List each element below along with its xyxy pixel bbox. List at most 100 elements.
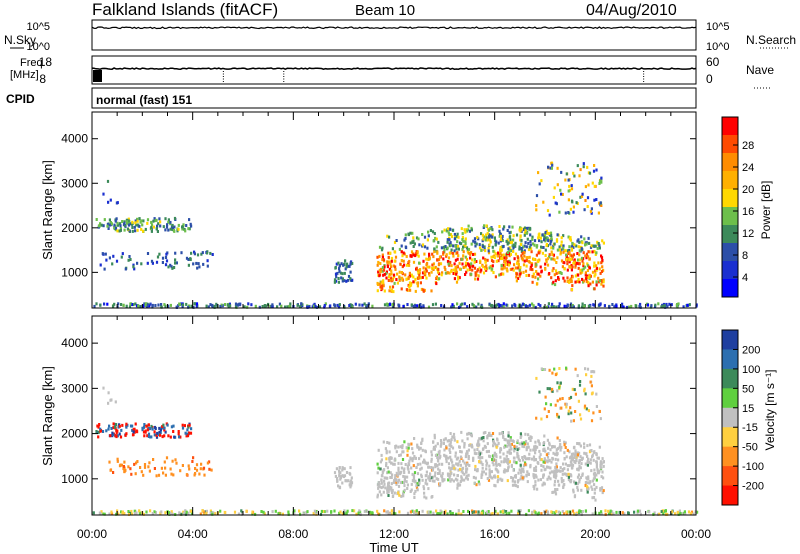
power-cell xyxy=(508,225,511,229)
power-cell xyxy=(558,210,561,214)
velocity-cell xyxy=(434,454,438,457)
velocity-cell xyxy=(488,433,491,437)
power-cell xyxy=(433,232,436,235)
power-cell xyxy=(449,233,453,236)
velocity-cell xyxy=(587,457,590,461)
power-cell xyxy=(124,267,127,271)
velocity-cell xyxy=(585,452,588,456)
power-cell xyxy=(584,243,587,247)
velocity-cell xyxy=(233,510,237,514)
power-cell xyxy=(144,303,147,307)
velocity-cell xyxy=(386,491,389,495)
power-cell xyxy=(588,266,591,270)
power-cell xyxy=(157,303,160,307)
power-cell xyxy=(456,264,459,268)
velocity-cell xyxy=(407,442,410,446)
power-cell xyxy=(160,303,163,306)
power-cell xyxy=(422,288,425,292)
velocity-cell xyxy=(507,434,510,438)
velocity-cell xyxy=(542,460,545,464)
velocity-cell xyxy=(478,512,481,516)
velocity-cell xyxy=(393,462,396,466)
velocity-cell xyxy=(509,445,512,449)
velocity-cell xyxy=(561,469,564,473)
power-cell xyxy=(523,226,527,230)
power-cell xyxy=(497,251,500,255)
power-cell xyxy=(664,305,667,309)
power-cell xyxy=(329,304,332,308)
power-cell xyxy=(171,266,174,270)
velocity-cell xyxy=(592,496,596,499)
power-cell xyxy=(335,275,338,279)
power-cell xyxy=(150,229,153,233)
velocity-cell xyxy=(576,488,579,492)
velocity-cell xyxy=(588,481,591,485)
velocity-cell xyxy=(577,473,581,477)
power-cell xyxy=(460,257,463,261)
power-cell xyxy=(455,235,458,238)
power-cell xyxy=(269,304,272,308)
power-cell xyxy=(602,278,605,282)
velocity-cell xyxy=(465,476,468,480)
velocity-cell xyxy=(548,441,551,445)
power-cell xyxy=(390,269,393,273)
power-cell xyxy=(562,244,565,248)
velocity-cell xyxy=(453,466,456,470)
velocity-cell xyxy=(486,442,489,446)
velocity-cell xyxy=(338,466,341,470)
power-cell xyxy=(556,248,559,252)
velocity-cell xyxy=(521,456,524,459)
power-cell xyxy=(450,264,453,268)
velocity-cell xyxy=(546,510,549,514)
power-cell xyxy=(565,172,568,176)
velocity-cell xyxy=(338,511,341,515)
power-cell xyxy=(403,263,406,267)
power-cell xyxy=(185,256,189,260)
power-cell xyxy=(164,263,168,267)
power-cell xyxy=(123,228,126,232)
velocity-cell xyxy=(164,473,167,477)
nsky-label: N.Sky xyxy=(4,33,36,47)
velocity-cell xyxy=(539,458,542,462)
power-cell xyxy=(568,258,571,262)
power-cell xyxy=(129,302,132,306)
velocity-cell xyxy=(103,512,106,516)
power-cell xyxy=(378,282,382,286)
velocity-cell xyxy=(639,512,642,516)
velocity-cell xyxy=(169,435,172,439)
power-cell xyxy=(561,193,564,196)
velocity-cell xyxy=(482,431,485,435)
power-cell xyxy=(551,253,554,256)
velocity-cell xyxy=(518,442,521,446)
velocity-cell xyxy=(636,509,639,513)
velocity-cell xyxy=(410,466,413,470)
power-cell xyxy=(484,233,488,237)
velocity-cell xyxy=(181,464,184,467)
velocity-cell xyxy=(524,457,528,461)
power-cell xyxy=(426,265,429,269)
power-cell xyxy=(570,187,574,191)
power-cell xyxy=(573,260,576,264)
power-cell xyxy=(568,260,571,264)
velocity-cell xyxy=(568,397,571,400)
velocity-cell xyxy=(419,462,422,466)
velocity-cell xyxy=(387,482,390,486)
velocity-cell xyxy=(568,479,572,483)
velocity-cell xyxy=(346,479,349,483)
power-cell xyxy=(548,213,551,217)
velocity-cell xyxy=(583,445,586,449)
power-cell xyxy=(531,237,534,241)
velocity-cell xyxy=(146,428,149,432)
velocity-cell xyxy=(108,512,111,516)
power-cell xyxy=(452,304,455,308)
velocity-cell xyxy=(163,434,166,438)
power-cell xyxy=(127,223,131,227)
power-cell xyxy=(174,258,177,262)
velocity-cell xyxy=(150,424,153,428)
power-cell xyxy=(265,304,268,308)
velocity-cell xyxy=(525,512,528,516)
noise-tick-high-left: 10^5 xyxy=(26,21,50,33)
power-cell xyxy=(178,302,181,306)
velocity-cell xyxy=(447,462,451,466)
velocity-cell xyxy=(512,456,516,460)
